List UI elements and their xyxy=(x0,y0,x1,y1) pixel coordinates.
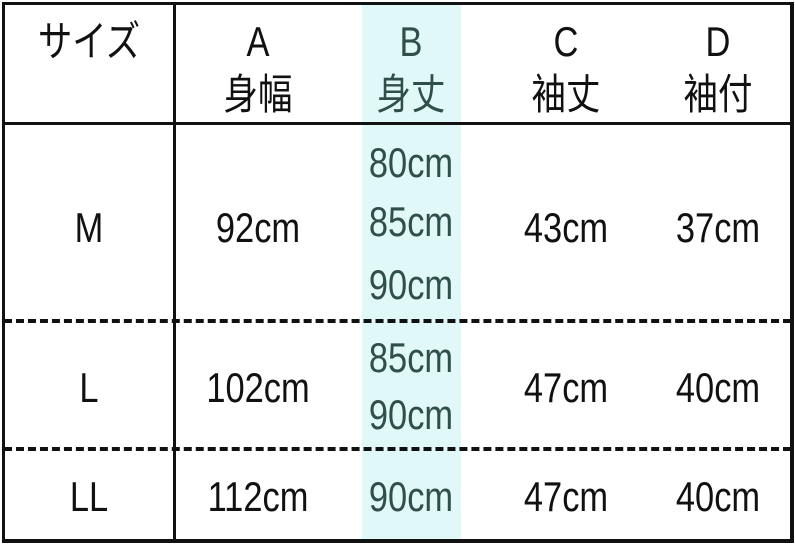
row-l-c: 47cm xyxy=(523,364,609,411)
header-c-name: 袖丈 xyxy=(531,71,601,118)
border-right xyxy=(790,2,794,543)
row-l-d: 40cm xyxy=(675,364,761,411)
border-left xyxy=(2,2,5,543)
header-b-name: 身丈 xyxy=(376,71,446,118)
row-m-c: 43cm xyxy=(523,204,609,251)
row-ll-d: 40cm xyxy=(675,473,761,520)
border-bottom xyxy=(2,539,793,543)
row-m-b-3: 90cm xyxy=(368,261,454,308)
row-l-size: L xyxy=(79,364,99,411)
row-divider xyxy=(4,447,791,451)
row-ll-a: 112cm xyxy=(207,473,309,520)
row-m-size: M xyxy=(74,204,104,251)
header-d-name: 袖付 xyxy=(683,71,753,118)
header-a-name: 身幅 xyxy=(223,71,293,118)
header-a-letter: A xyxy=(246,18,270,65)
row-m-b-2: 85cm xyxy=(368,198,454,245)
size-column-divider xyxy=(173,2,176,543)
row-m-b-1: 80cm xyxy=(368,139,454,186)
row-m-d: 37cm xyxy=(675,204,761,251)
header-b-letter: B xyxy=(399,18,423,65)
row-l-a: 102cm xyxy=(206,364,310,411)
header-d-letter: D xyxy=(705,18,731,65)
row-l-b-1: 85cm xyxy=(368,334,454,381)
row-ll-b-1: 90cm xyxy=(368,473,454,520)
row-l-b-2: 90cm xyxy=(368,391,454,438)
row-m-a: 92cm xyxy=(215,204,301,251)
row-ll-c: 47cm xyxy=(523,473,609,520)
header-c-letter: C xyxy=(553,18,579,65)
header-size-label: サイズ xyxy=(37,18,141,65)
border-top xyxy=(2,2,793,5)
row-divider xyxy=(4,319,791,323)
row-ll-size: LL xyxy=(69,473,109,520)
header-divider xyxy=(2,122,793,125)
